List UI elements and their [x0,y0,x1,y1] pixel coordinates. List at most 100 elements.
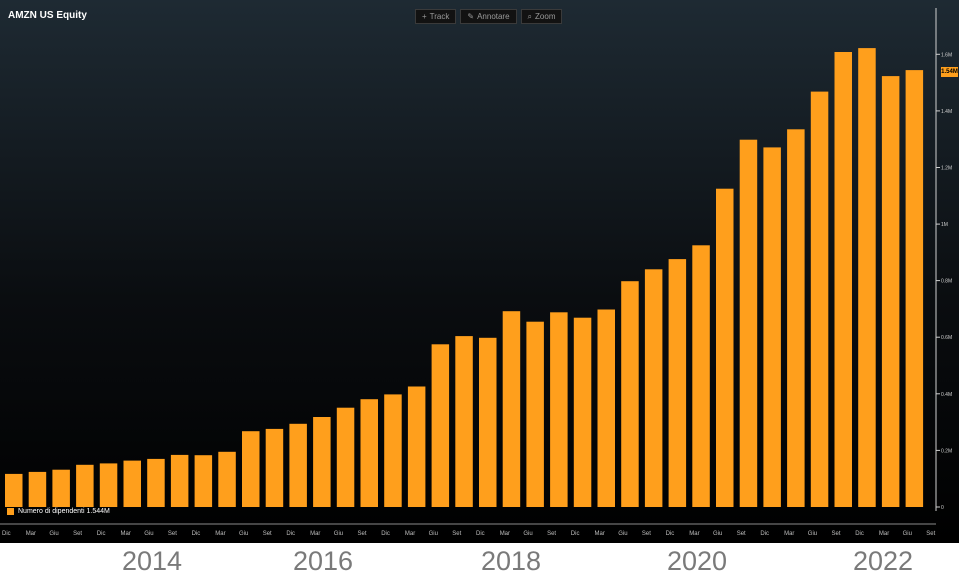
bar [384,394,402,507]
pencil-icon: ✎ [467,12,475,21]
legend-label: Numero di dipendenti 1.544M [18,508,110,515]
year-label-2018: 2018 [480,546,542,576]
x-tick-label: Dic [2,531,11,537]
x-tick-label: Set [737,531,746,537]
bar [597,309,615,507]
legend-swatch [7,508,14,515]
x-tick-label: Mar [26,531,36,537]
bar [289,423,307,507]
x-tick-label: Set [547,531,556,537]
chart-legend: Numero di dipendenti 1.544M [7,508,110,515]
year-label-2020: 2020 [666,546,728,576]
bar [692,245,710,508]
x-tick-label: Mar [405,531,415,537]
x-tick-label: Dic [855,531,864,537]
y-tick-label: 0.8M [941,279,952,285]
chart-window: 0 0.2M 0.4M 0.6M 0.8M 1M 1.2M 1.4M 1.6M Dic Mar Gi… [0,0,959,543]
x-tick-label: Dic [97,531,106,537]
x-axis: Dic Mar Giu Set Dic Mar Giu Set Dic Mar Giu Set Dic M… [0,523,936,537]
bar [858,48,876,507]
x-tick-label: Dic [286,531,295,537]
x-tick-label: Set [452,531,461,537]
y-tick-label: 0.4M [941,392,952,398]
x-tick-label: Mar [310,531,320,537]
track-label: Track [429,12,450,21]
track-button[interactable]: + Track [415,9,457,24]
year-label-2014: 2014 [121,546,183,576]
bar [502,311,521,507]
x-tick-label: Dic [192,531,201,537]
annotate-label: Annotare [477,12,510,21]
last-value-tag: 1.54M [941,67,958,77]
x-tick-label: Mar [500,531,510,537]
zoom-button[interactable]: ⌕ Zoom [520,9,563,24]
bar [526,321,544,507]
bar [810,91,829,507]
x-tick-label: Mar [689,531,699,537]
zoom-label: Zoom [535,12,556,21]
bar [313,417,331,507]
x-tick-label: Dic [666,531,675,537]
x-tick-label: Giu [618,531,627,537]
bar [147,458,165,507]
bar [265,428,284,507]
x-tick-label: Set [358,531,367,537]
x-tick-label: Set [832,531,841,537]
bar [99,463,118,507]
y-axis: 0 0.2M 0.4M 0.6M 0.8M 1M 1.2M 1.4M 1.6M [935,8,952,511]
y-tick-label: 0 [941,505,944,511]
bar [28,471,47,507]
x-tick-label: Giu [713,531,722,537]
x-tick-label: Set [263,531,272,537]
x-tick-label: Giu [239,531,248,537]
bar [716,188,734,507]
bar [739,139,758,507]
y-tick-label: 0.6M [941,335,952,341]
x-tick-label: Giu [523,531,532,537]
bar [787,129,805,508]
bar [5,473,23,507]
bar [573,317,592,507]
bar [834,52,852,507]
plus-icon: + [422,12,427,21]
y-tick-label: 0.2M [941,448,952,454]
bar [455,336,473,507]
chart-toolbar: + Track ✎ Annotare ⌕ Zoom [415,9,563,24]
annotate-button[interactable]: ✎ Annotare [460,9,517,24]
year-axis: 2014 2016 2018 2020 2022 [0,543,959,576]
bar [431,344,450,507]
bar [336,407,355,507]
x-tick-label: Set [642,531,651,537]
bar [550,312,568,507]
x-tick-label: Mar [121,531,131,537]
bar [218,451,236,507]
x-tick-label: Mar [595,531,605,537]
bar [123,460,141,507]
bar [407,386,426,507]
chart-canvas: 0 0.2M 0.4M 0.6M 0.8M 1M 1.2M 1.4M 1.6M Dic Mar Gi… [0,0,959,543]
x-tick-label: Mar [215,531,225,537]
x-tick-label: Giu [808,531,817,537]
x-tick-label: Set [926,531,935,537]
x-tick-label: Giu [903,531,912,537]
y-tick-label: 1M [941,222,948,228]
bar [668,259,687,507]
chart-title: AMZN US Equity [8,10,87,21]
bar [360,399,378,507]
bar [242,431,260,507]
bar-group [5,48,924,508]
bar [194,455,213,507]
year-label-2016: 2016 [292,546,354,576]
bar [52,469,70,507]
bar [644,269,663,507]
bar [905,70,924,507]
y-tick-label: 1.6M [941,52,952,58]
x-tick-label: Set [73,531,82,537]
x-tick-label: Giu [429,531,438,537]
y-tick-label: 1.4M [941,109,952,115]
bar [76,464,94,507]
x-tick-label: Set [168,531,177,537]
year-label-2022: 2022 [852,546,914,576]
x-tick-label: Giu [144,531,153,537]
x-tick-label: Dic [381,531,390,537]
